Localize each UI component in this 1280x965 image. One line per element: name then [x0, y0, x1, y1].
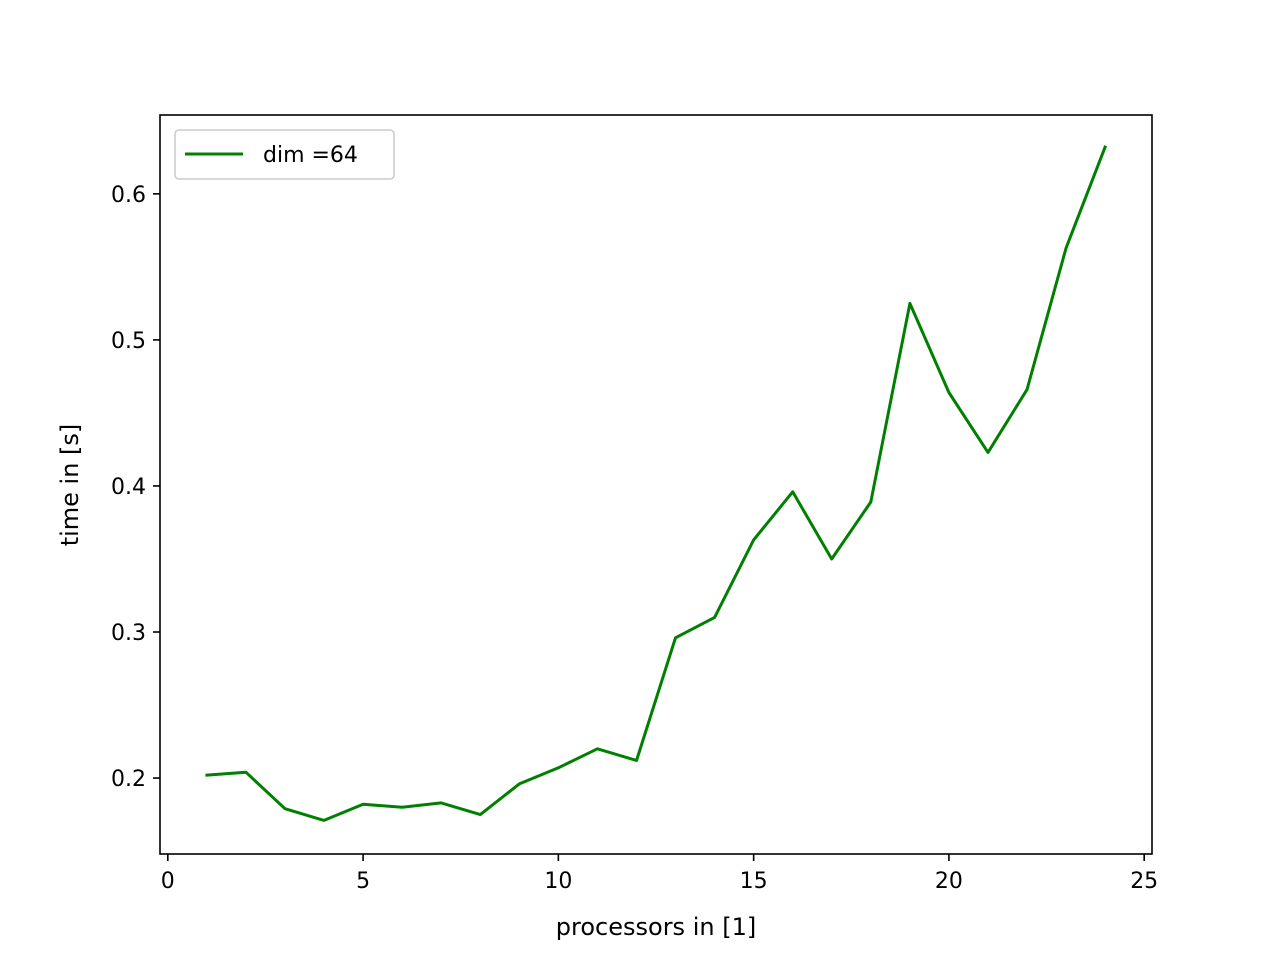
x-axis-label: processors in [1] [556, 913, 756, 941]
series-line [205, 145, 1108, 822]
y-axis: 0.2 0.3 0.4 0.5 0.6 [111, 183, 160, 792]
y-tick-label: 0.5 [111, 329, 146, 354]
x-tick-label: 0 [161, 869, 175, 894]
x-tick-label: 5 [356, 869, 370, 894]
y-axis-label: time in [s] [56, 424, 84, 547]
legend-box [174, 129, 395, 180]
legend: dim =64 [174, 129, 395, 180]
plot-frame [159, 114, 1153, 855]
x-tick-label: 25 [1130, 869, 1158, 894]
x-tick-label: 10 [544, 869, 572, 894]
y-tick-label: 0.3 [111, 621, 146, 646]
y-tick-label: 0.2 [111, 767, 146, 792]
y-tick-label: 0.6 [111, 183, 146, 208]
series-layer [205, 145, 1108, 822]
x-tick-label: 15 [740, 869, 768, 894]
y-tick-label: 0.4 [111, 475, 146, 500]
x-tick-label: 20 [935, 869, 963, 894]
legend-entry-label: dim =64 [263, 143, 358, 168]
x-axis: 0 5 10 15 20 25 [161, 854, 1158, 894]
